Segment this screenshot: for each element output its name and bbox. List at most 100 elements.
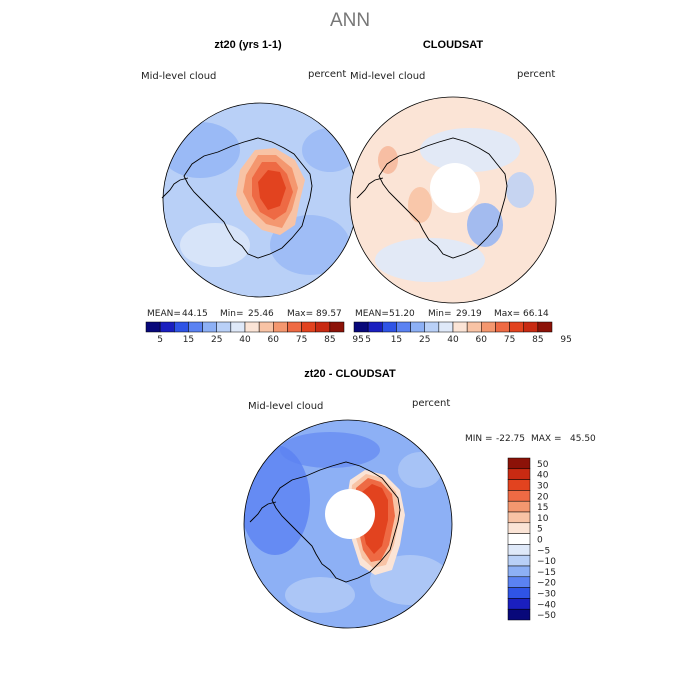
- colorbar-obs-tick-label: 15: [391, 335, 402, 345]
- panel-obs: CLOUDSAT Mid-level cloud percent MEAN= 5…: [349, 39, 572, 345]
- colorbar-model-swatch: [188, 321, 203, 333]
- colorbar-obs-swatch: [466, 321, 482, 333]
- colorbar-obs-tick-label: 60: [476, 335, 488, 345]
- panel-obs-colorbar: 5 15 25 40 60 75 85 95: [353, 321, 572, 345]
- colorbar-model-swatch: [244, 321, 260, 333]
- panel-diff: zt20 - CLOUDSAT Mid-level cloud percent …: [243, 368, 596, 629]
- colorbar-model-swatch: [145, 321, 161, 333]
- colorbar-diff-swatch: [507, 511, 531, 524]
- colorbar-obs-swatch: [452, 321, 468, 333]
- colorbar-model-swatch: [273, 321, 288, 333]
- colorbar-model-tick-label: 85: [324, 335, 335, 345]
- colorbar-diff-swatch: [507, 468, 531, 480]
- panel-diff-max-label: MAX =: [531, 434, 562, 444]
- colorbar-diff-tick-label: −15: [537, 568, 556, 578]
- colorbar-diff-tick-label: −5: [537, 546, 550, 556]
- colorbar-diff-tick-label: 30: [537, 482, 549, 492]
- colorbar-diff-tick-label: −30: [537, 590, 556, 600]
- colorbar-obs-swatch: [396, 321, 411, 333]
- colorbar-diff-swatch: [507, 587, 531, 599]
- colorbar-obs-swatch: [367, 321, 383, 333]
- panel-model-right-label: percent: [308, 69, 346, 80]
- colorbar-model-tick-label: 40: [239, 335, 251, 345]
- colorbar-diff-tick-label: −10: [537, 557, 556, 567]
- colorbar-diff-swatch: [507, 598, 531, 610]
- panel-obs-title: CLOUDSAT: [423, 39, 484, 51]
- panel-diff-title: zt20 - CLOUDSAT: [304, 368, 396, 380]
- panel-obs-max-label: Max=: [494, 309, 520, 319]
- colorbar-obs-tick-label: 25: [419, 335, 430, 345]
- colorbar-model-swatch: [174, 321, 189, 333]
- panel-obs-mean-value: 51.20: [389, 309, 415, 319]
- colorbar-model-swatch: [216, 321, 232, 333]
- colorbar-diff-swatch: [507, 554, 531, 567]
- colorbar-model-tick-label: 15: [183, 335, 194, 345]
- panel-model-title: zt20 (yrs 1-1): [214, 39, 282, 51]
- panel-model-left-label: Mid-level cloud: [141, 71, 216, 82]
- colorbar-model-tick-label: 60: [268, 335, 280, 345]
- panel-model-max-label: Max=: [287, 309, 313, 319]
- colorbar-obs-swatch: [382, 321, 397, 333]
- colorbar-diff-swatch: [507, 565, 531, 578]
- panel-model-min-label: Min=: [220, 309, 244, 319]
- colorbar-diff-swatch: [507, 457, 531, 470]
- colorbar-model-swatch: [159, 321, 175, 333]
- colorbar-obs-tick-label: 75: [504, 335, 515, 345]
- colorbar-model-swatch: [258, 321, 274, 333]
- colorbar-obs-tick-label: 5: [365, 335, 371, 345]
- colorbar-obs-swatch: [353, 321, 369, 333]
- panel-model-colorbar: 5 15 25 40 60 75 85 95: [145, 321, 364, 345]
- colorbar-diff-tick-label: 5: [537, 525, 543, 535]
- figure-title: ANN: [330, 10, 370, 31]
- colorbar-diff-swatch: [507, 544, 531, 556]
- colorbar-diff-tick-label: −40: [537, 600, 556, 610]
- colorbar-diff-swatch: [507, 608, 531, 621]
- colorbar-model-swatch: [287, 321, 302, 333]
- colorbar-model-swatch: [202, 321, 217, 333]
- colorbar-diff-swatch: [507, 490, 531, 502]
- colorbar-obs-swatch: [523, 321, 539, 333]
- panel-model-max-value: 89.57: [316, 309, 342, 319]
- colorbar-model-swatch: [329, 321, 345, 333]
- colorbar-diff-swatch: [507, 500, 531, 513]
- colorbar-obs-tick-label: 85: [532, 335, 543, 345]
- colorbar-obs-swatch: [481, 321, 496, 333]
- panel-model-min-value: 25.46: [248, 309, 274, 319]
- colorbar-obs-swatch: [537, 321, 553, 333]
- panel-obs-mean-label: MEAN=: [355, 309, 389, 319]
- panel-obs-min-value: 29.19: [456, 309, 482, 319]
- colorbar-model-tick-label: 5: [157, 335, 163, 345]
- colorbar-obs-swatch: [438, 321, 454, 333]
- colorbar-obs-swatch: [509, 321, 524, 333]
- colorbar-diff-swatch: [507, 522, 531, 534]
- map-model-hotspot: [236, 148, 305, 235]
- panel-obs-left-label: Mid-level cloud: [350, 71, 425, 82]
- colorbar-model-tick-label: 25: [211, 335, 222, 345]
- colorbar-diff-tick-label: 0: [537, 536, 543, 546]
- colorbar-model-tick-label: 75: [296, 335, 307, 345]
- panel-diff-max-value: 45.50: [570, 434, 596, 444]
- colorbar-diff-tick-label: 20: [537, 492, 549, 502]
- panel-diff-min-label: MIN =: [465, 434, 493, 444]
- map-diff-missing-pole: [325, 489, 375, 539]
- panel-model: zt20 (yrs 1-1) Mid-level cloud percent M…: [141, 39, 364, 345]
- panel-diff-left-label: Mid-level cloud: [248, 401, 323, 412]
- colorbar-diff-tick-label: −20: [537, 579, 556, 589]
- colorbar-obs-swatch: [424, 321, 440, 333]
- colorbar-model-swatch: [315, 321, 331, 333]
- panel-diff-right-label: percent: [412, 398, 450, 409]
- colorbar-diff-tick-label: −50: [537, 611, 556, 621]
- colorbar-diff-tick-label: 15: [537, 503, 548, 513]
- colorbar-model-swatch: [301, 321, 316, 333]
- colorbar-diff-tick-label: 50: [537, 460, 549, 470]
- colorbar-obs-tick-label: 40: [447, 335, 459, 345]
- colorbar-diff-swatch: [507, 479, 531, 491]
- panel-obs-max-value: 66.14: [523, 309, 549, 319]
- colorbar-diff-tick-label: 40: [537, 471, 549, 481]
- map-obs-missing-pole: [430, 163, 480, 213]
- colorbar-model-swatch: [230, 321, 246, 333]
- colorbar-obs-swatch: [495, 321, 510, 333]
- panel-model-mean-label: MEAN=: [147, 309, 181, 319]
